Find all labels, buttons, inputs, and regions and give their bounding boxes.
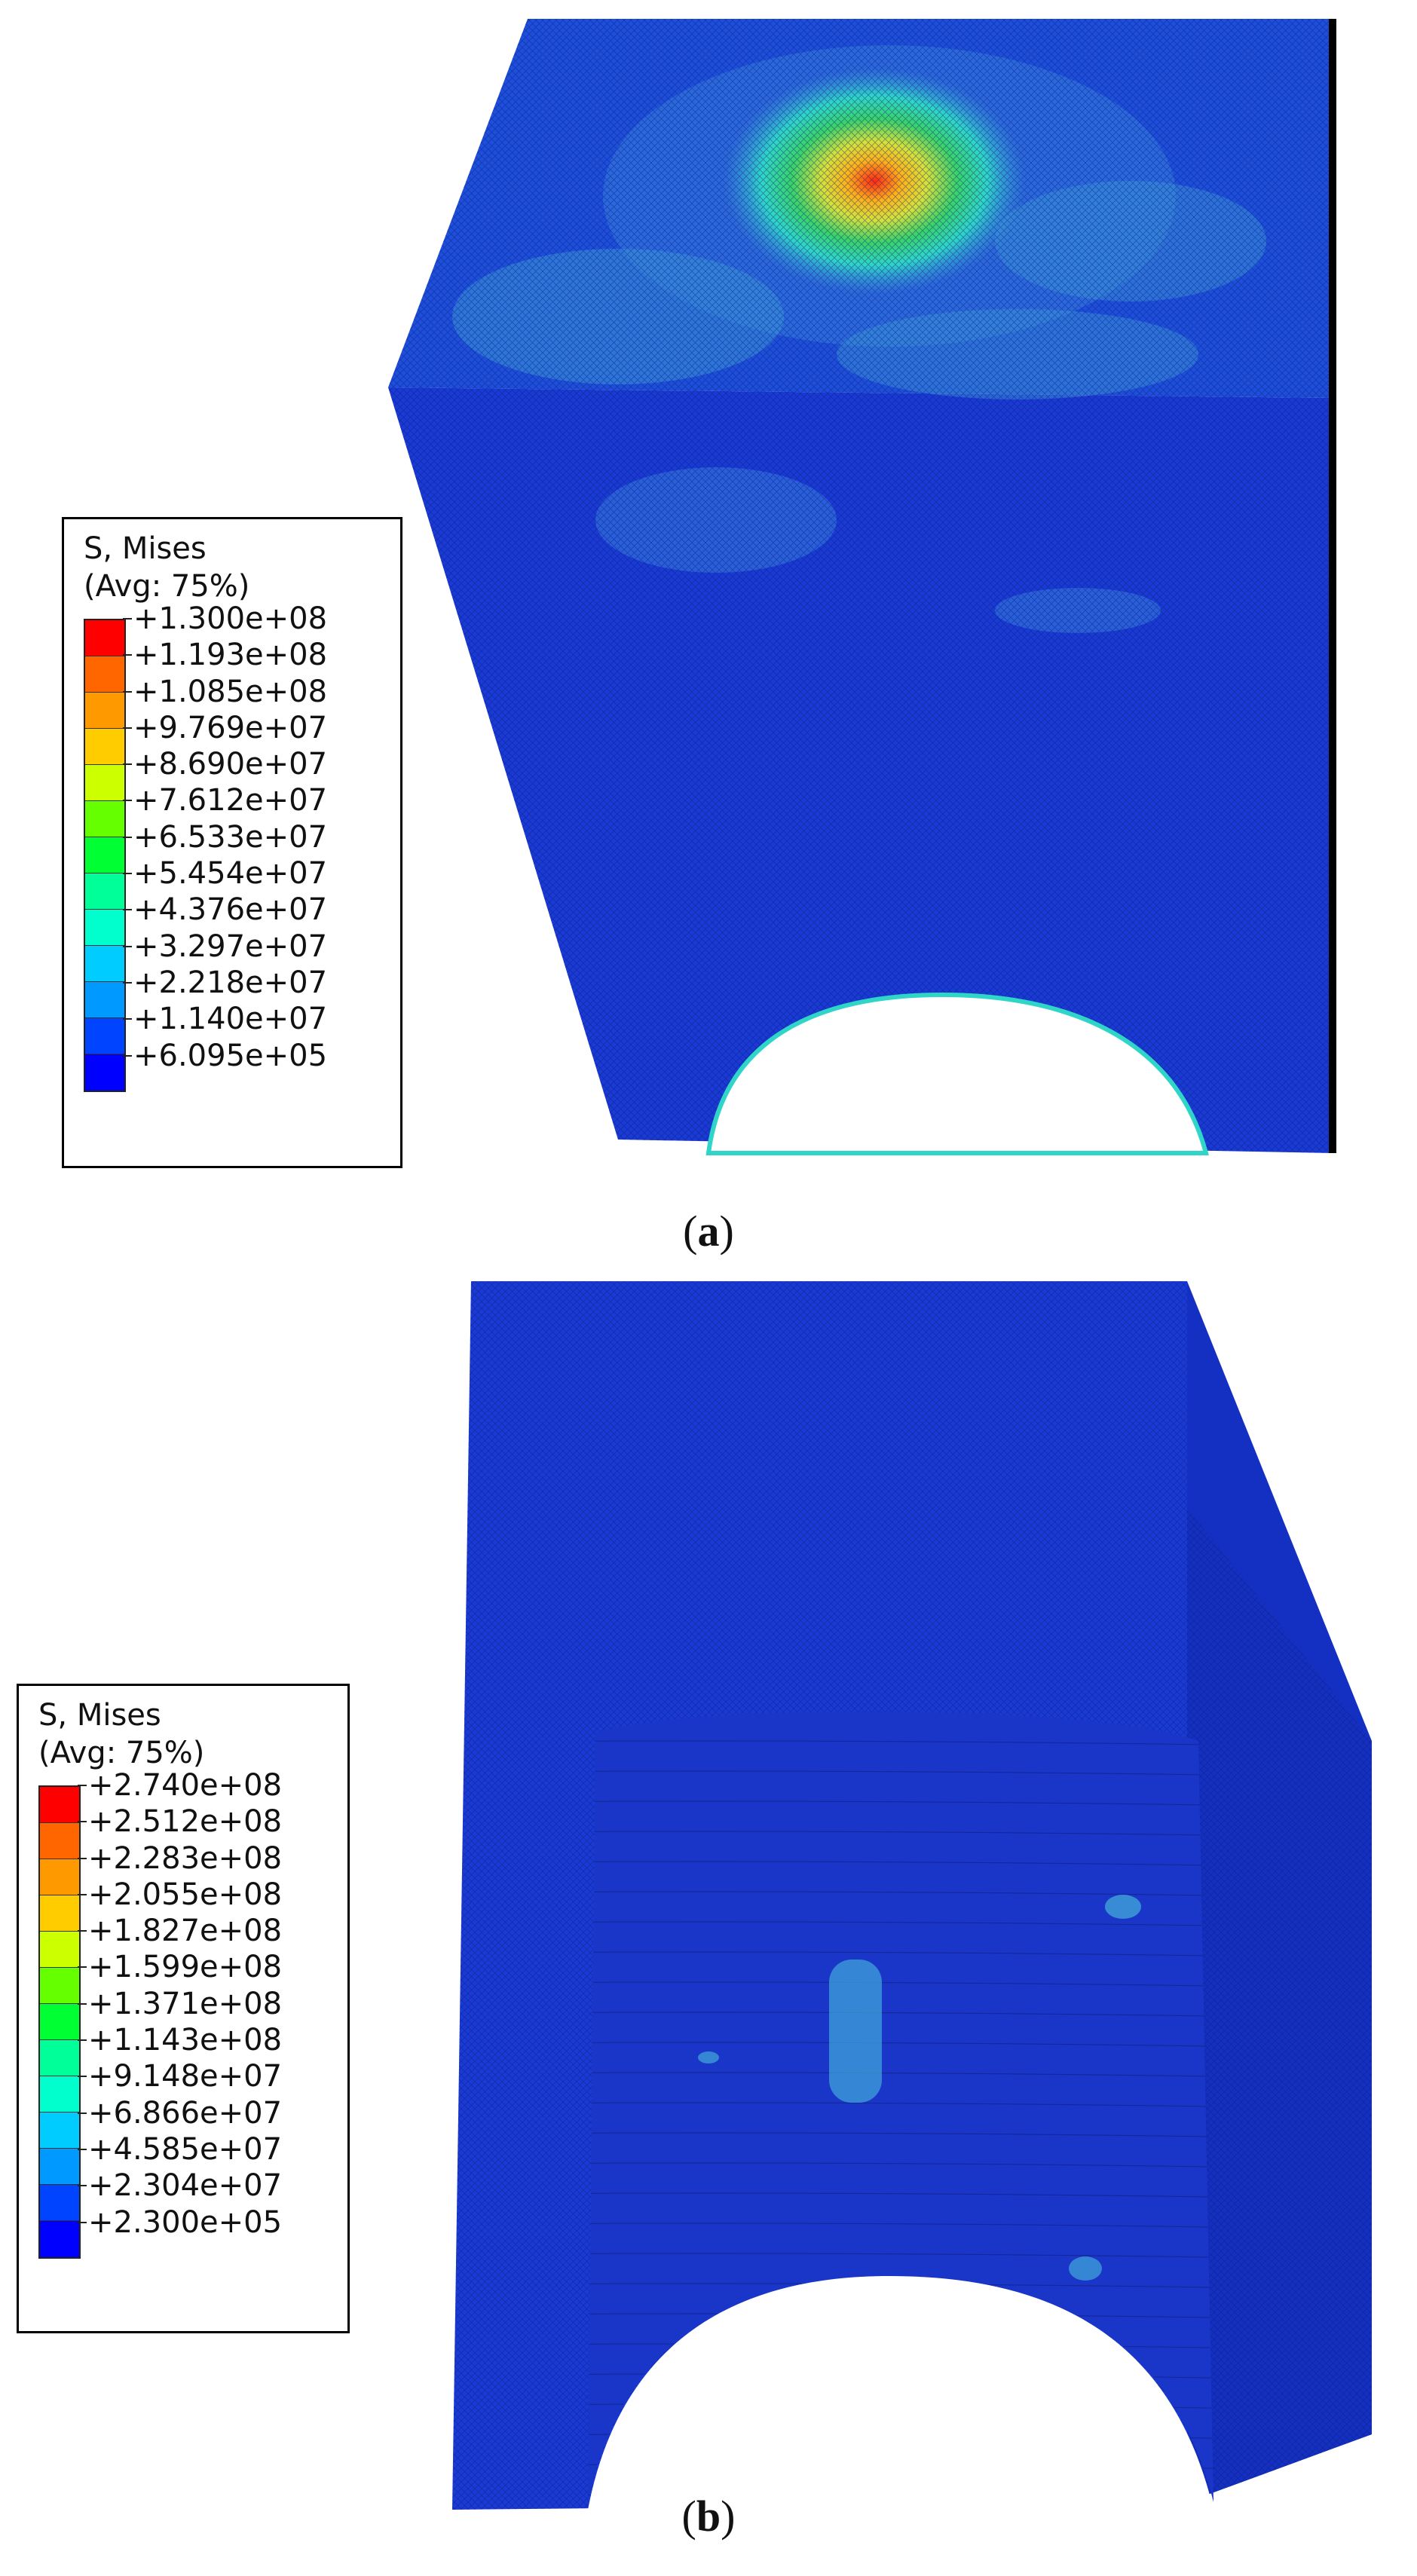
legend-value: +1.143e+08 [77,2024,282,2060]
legend-swatch [40,2113,79,2149]
contour-patches [698,1895,1141,2281]
legend-value: +8.690e+07 [122,748,327,784]
legend-value: +1.140e+07 [122,1002,327,1039]
legend-swatches [38,1785,81,2259]
legend-swatch [85,620,124,656]
legend-value: +2.300e+05 [77,2205,282,2242]
legend-swatch [85,801,124,837]
legend-value: +2.740e+08 [77,1769,282,1805]
legend-value: +7.612e+07 [122,784,327,820]
legend-swatch [40,1823,79,1859]
legend-a: S, Mises (Avg: 75%) +1.300e+08 +1.193e+08… [62,517,402,1168]
legend-b: S, Mises (Avg: 75%) +2.740e+08 +2.512e+08… [17,1684,350,2333]
legend-value: +2.218e+07 [122,966,327,1002]
legend-value: +1.085e+08 [122,675,327,711]
caption-b: (b) [681,2492,736,2541]
legend-value: +4.376e+07 [122,893,327,929]
legend-swatch [40,1895,79,1932]
legend-labels: +1.300e+08 +1.193e+08 +1.085e+08 +9.769e+07… [122,602,327,1075]
legend-swatch [85,729,124,765]
legend-swatch [85,1018,124,1054]
legend-value: +9.769e+07 [122,711,327,748]
legend-value: +6.095e+05 [122,1039,327,1075]
caption-a: (a) [683,1207,734,1256]
legend-value: +6.866e+07 [77,2097,282,2133]
legend-swatch [40,2004,79,2040]
legend-swatch [85,837,124,873]
fe-model-view-b [452,1281,1372,2510]
legend-swatch [40,1932,79,1968]
legend-value: +2.512e+08 [77,1805,282,1841]
legend-swatch [40,2040,79,2076]
legend-swatch [40,2076,79,2113]
legend-title: S, Mises [84,531,207,566]
legend-value: +2.283e+08 [77,1841,282,1878]
legend-value: +2.304e+07 [77,2169,282,2205]
legend-value: +6.533e+07 [122,821,327,857]
legend-value: +5.454e+07 [122,857,327,893]
legend-swatch [40,2221,79,2257]
legend-swatch [85,693,124,729]
figure-panel-b: S, Mises (Avg: 75%) +2.740e+08 +2.512e+08… [0,1281,1417,2576]
legend-subtitle: (Avg: 75%) [84,569,250,604]
legend-swatch [40,1859,79,1895]
tunnel-opening [588,2276,1213,2510]
legend-swatch [40,2185,79,2221]
fe-model-view-a [388,19,1336,1155]
legend-value: +1.827e+08 [77,1914,282,1950]
legend-swatches [84,619,126,1092]
legend-labels: +2.740e+08 +2.512e+08 +2.283e+08 +2.055e+08… [77,1769,282,2242]
legend-title: S, Mises [38,1698,161,1733]
legend-swatch [85,946,124,982]
legend-swatch [40,2149,79,2185]
legend-value: +4.585e+07 [77,2133,282,2169]
legend-swatch [85,656,124,693]
legend-value: +1.599e+08 [77,1950,282,1987]
legend-value: +1.300e+08 [122,602,327,638]
legend-swatch [85,873,124,910]
legend-value: +9.148e+07 [77,2060,282,2096]
legend-swatch [85,765,124,801]
legend-value: +1.193e+08 [122,638,327,675]
legend-swatch [85,982,124,1018]
legend-value: +2.055e+08 [77,1878,282,1914]
legend-swatch [85,1054,124,1091]
legend-swatch [40,1968,79,2004]
legend-subtitle: (Avg: 75%) [38,1736,205,1770]
legend-value: +3.297e+07 [122,930,327,966]
legend-swatch [40,1787,79,1823]
tunnel-opening [705,992,1209,1155]
legend-swatch [85,910,124,946]
legend-value: +1.371e+08 [77,1987,282,2024]
figure-panel-a: S, Mises (Avg: 75%) +1.300e+08 +1.193e+08… [0,0,1417,1281]
